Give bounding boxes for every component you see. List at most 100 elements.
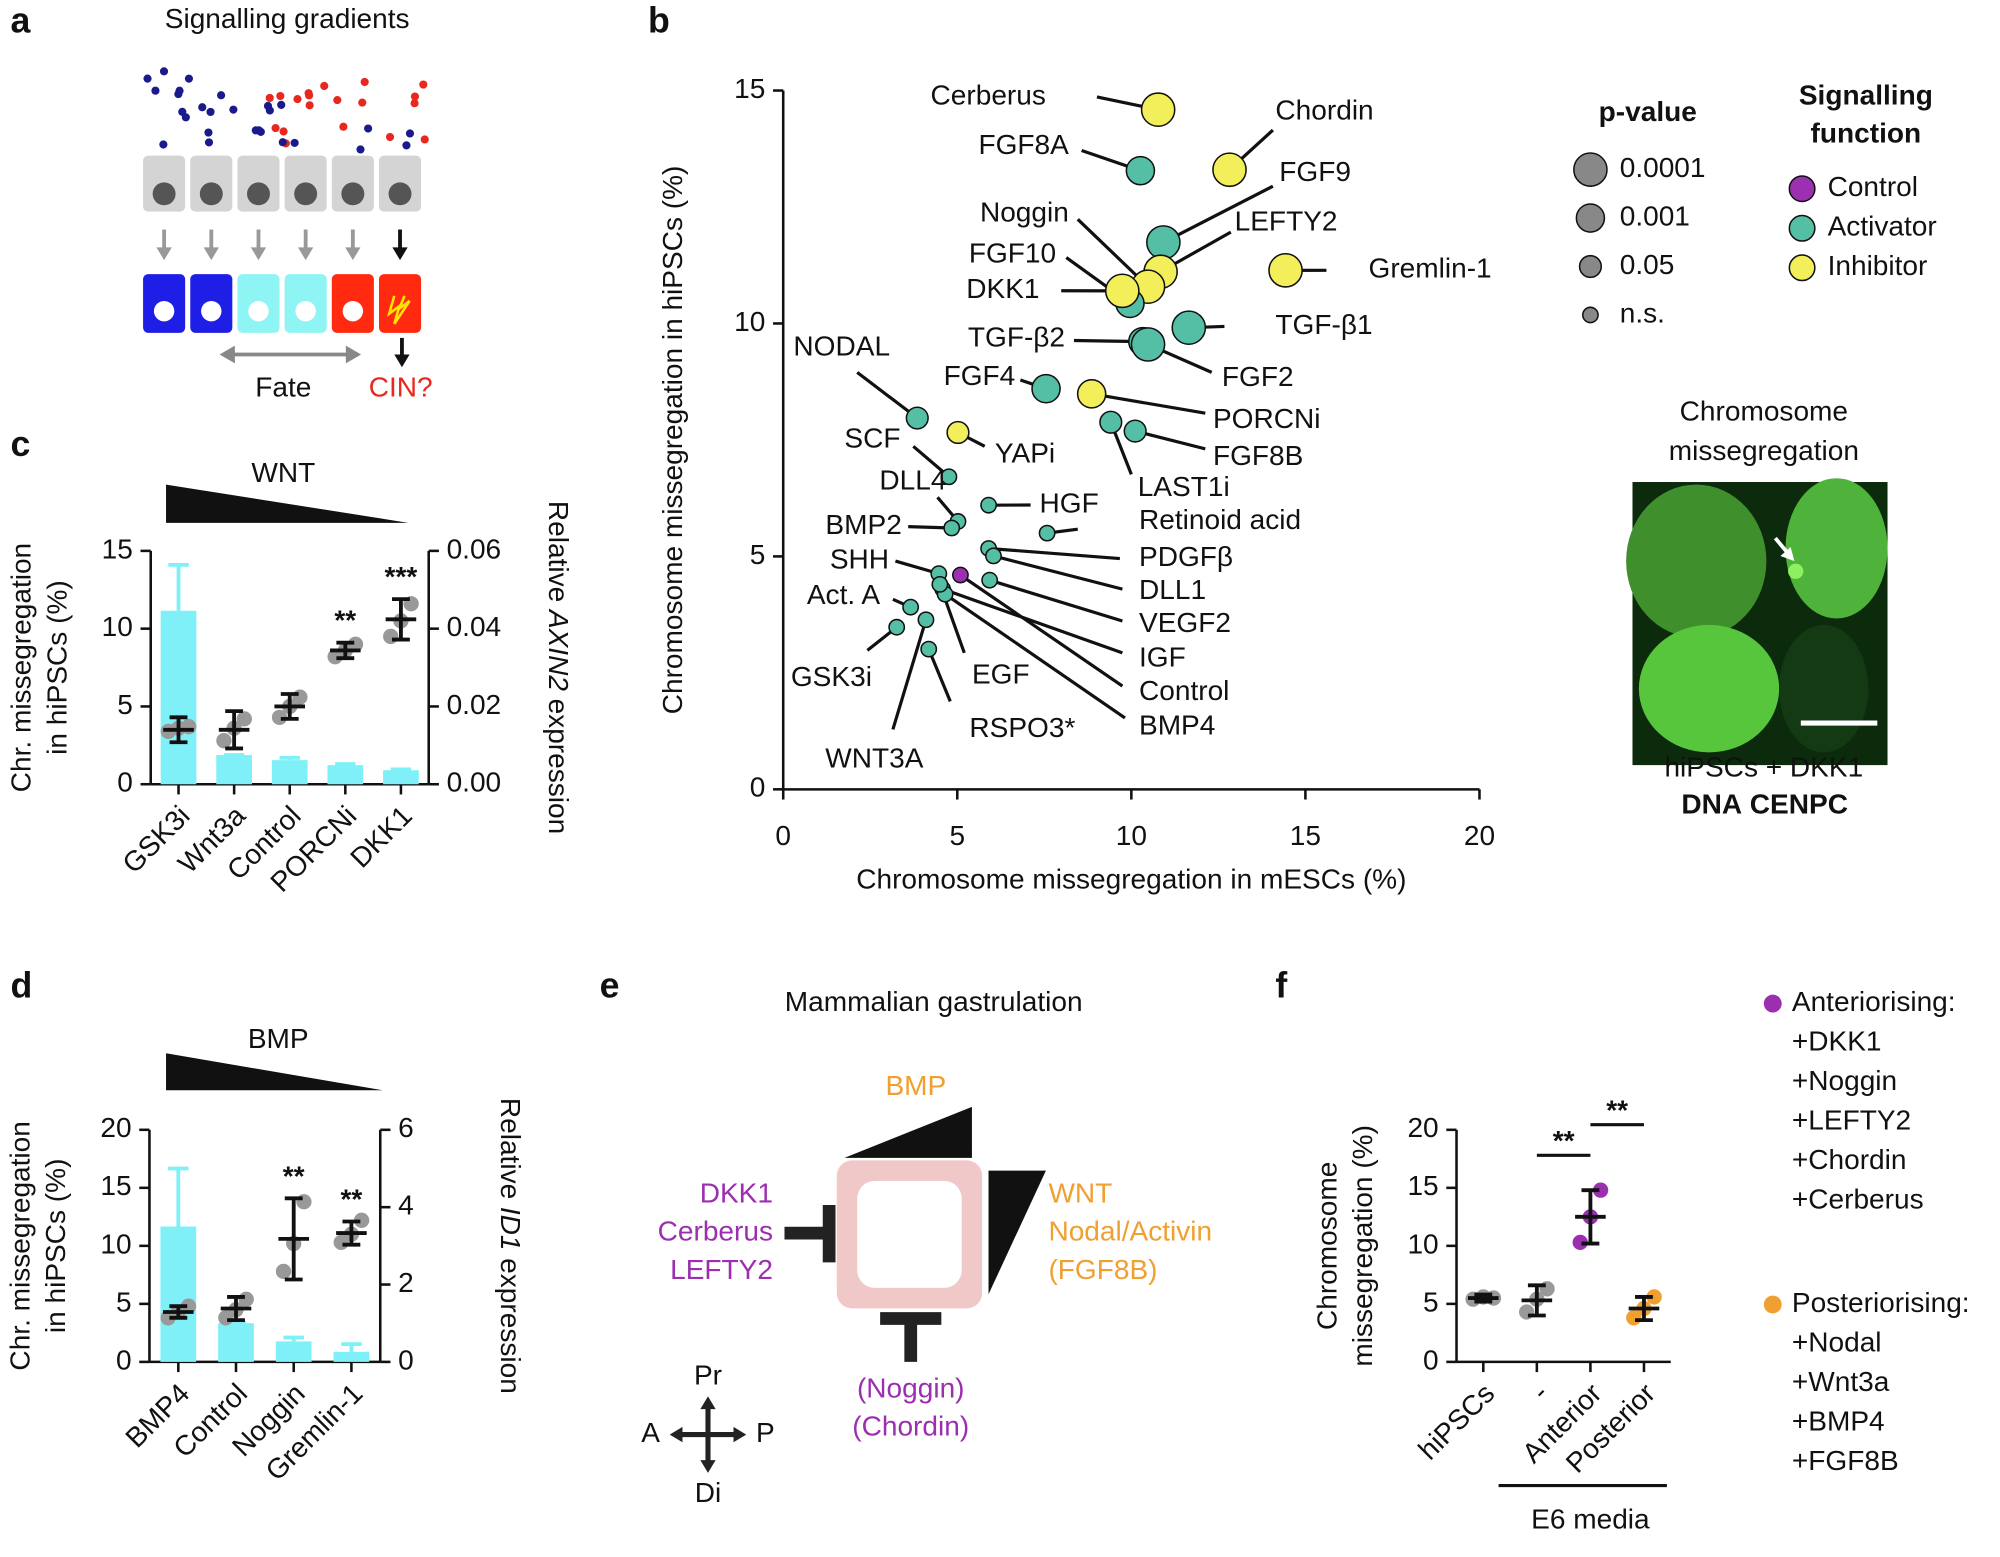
gradient-wedge [166, 484, 409, 523]
point [888, 618, 906, 636]
replicate-dot [383, 628, 399, 645]
y-tick-label: 5 [117, 689, 133, 720]
legend-text: 0.05 [1620, 249, 1675, 280]
legend-text: Control [1828, 171, 1918, 202]
y-tick-label: 0.02 [447, 689, 502, 720]
group-label: E6 media [1531, 1504, 1650, 1535]
y-axis-label: Chromosome missegregation in hiPSCs (%) [657, 166, 688, 715]
legend-text: Posteriorising: [1792, 1287, 1970, 1318]
replicate-dot [1572, 1234, 1588, 1251]
y-axis-label: Chromosome [1311, 1162, 1342, 1330]
y-tick-label: 2 [398, 1267, 414, 1298]
label-part: expression [494, 1258, 525, 1394]
axis-label: Di [695, 1477, 722, 1508]
nucleus [152, 182, 176, 206]
point-label: SHH [830, 543, 889, 574]
significance: ** [334, 605, 356, 636]
leader-line [856, 371, 919, 420]
signal-dot [290, 138, 299, 147]
point [951, 566, 969, 584]
point-label: DKK1 [966, 273, 1039, 304]
signal-dot [204, 138, 214, 147]
point-label: SCF [844, 422, 900, 453]
panel-title: Signalling gradients [165, 3, 410, 34]
signal-dot [360, 77, 369, 87]
error-bar [279, 755, 300, 761]
error-bar [341, 1342, 362, 1352]
nucleus [341, 182, 365, 206]
arrow-head [219, 345, 235, 364]
signal-label: BMP [885, 1070, 946, 1101]
signal-dot [217, 91, 226, 100]
leader-line [942, 587, 1123, 655]
replicate-dot [236, 711, 252, 727]
signal-dot [178, 107, 187, 116]
point-label: FGF2 [1222, 361, 1294, 392]
error-bar [342, 1219, 361, 1247]
signal-dot [385, 132, 395, 142]
arrow-head [250, 247, 267, 261]
point-label: LEFTY2 [1235, 206, 1338, 237]
x-tick-label: - [1525, 1378, 1554, 1407]
signal-label: Cerberus [658, 1216, 773, 1247]
point [1268, 253, 1303, 288]
point [920, 640, 938, 658]
signal-label: (Noggin) [857, 1372, 965, 1403]
leader-line [988, 546, 1120, 561]
signal-label: (FGF8B) [1048, 1254, 1157, 1285]
signal-dot [402, 141, 411, 150]
legend-marker [1763, 1295, 1782, 1314]
bar [327, 765, 364, 785]
replicate-dot [181, 719, 197, 735]
error-bar [391, 597, 410, 642]
bar [160, 610, 197, 785]
legend-title: p-value [1599, 96, 1697, 127]
signal-label: WNT [1048, 1177, 1112, 1208]
significance: ** [340, 1183, 362, 1214]
point [905, 406, 929, 430]
panel-label: f [1275, 966, 1287, 1006]
label-part: Relative [494, 1098, 525, 1199]
replicate-dot [180, 1298, 197, 1314]
y-tick-label: 0 [750, 772, 766, 803]
signal-dot [265, 106, 274, 115]
point-label: Noggin [980, 197, 1069, 228]
x-tick-label: DKK1 [344, 800, 418, 874]
error-bar [1527, 1283, 1546, 1318]
point-label: RSPO3* [969, 712, 1075, 743]
y-tick-label: 6 [398, 1112, 414, 1143]
signal-dot [305, 91, 314, 100]
arrow-head [392, 247, 408, 261]
replicate-dot [292, 689, 308, 705]
y2-axis-label: Relative ID1 expression [494, 1098, 525, 1394]
point-label: FGF10 [969, 237, 1056, 268]
y-tick-label: 0.04 [447, 611, 502, 642]
legend-text: 0.0001 [1620, 152, 1706, 183]
y-tick-label: 15 [1407, 1170, 1438, 1201]
point-label: VEGF2 [1139, 607, 1231, 638]
point-label: BMP2 [825, 509, 901, 540]
y-tick-label: 0.06 [447, 533, 502, 564]
point-label: Cerberus [931, 79, 1046, 110]
replicate-dot [347, 636, 364, 652]
point [985, 547, 1002, 565]
nucleus [201, 300, 222, 322]
panel-label: d [10, 966, 32, 1006]
legend-text: +LEFTY2 [1792, 1105, 1911, 1136]
legend-marker [1578, 254, 1603, 279]
signal-dot [265, 93, 274, 103]
panel-label: e [600, 966, 620, 1006]
bar [383, 770, 419, 785]
y-tick-label: 0 [398, 1344, 414, 1375]
legend-text: 0.001 [1620, 200, 1690, 231]
x-tick-label: 10 [1116, 820, 1147, 851]
damage-icon [386, 295, 411, 325]
arrow-head [345, 247, 361, 261]
nucleus [294, 182, 318, 206]
signal-dot [184, 74, 194, 83]
error-bar [390, 767, 412, 772]
point [1146, 225, 1181, 260]
point [1171, 310, 1207, 346]
y-tick-label: 10 [102, 611, 133, 642]
point [1038, 524, 1056, 542]
